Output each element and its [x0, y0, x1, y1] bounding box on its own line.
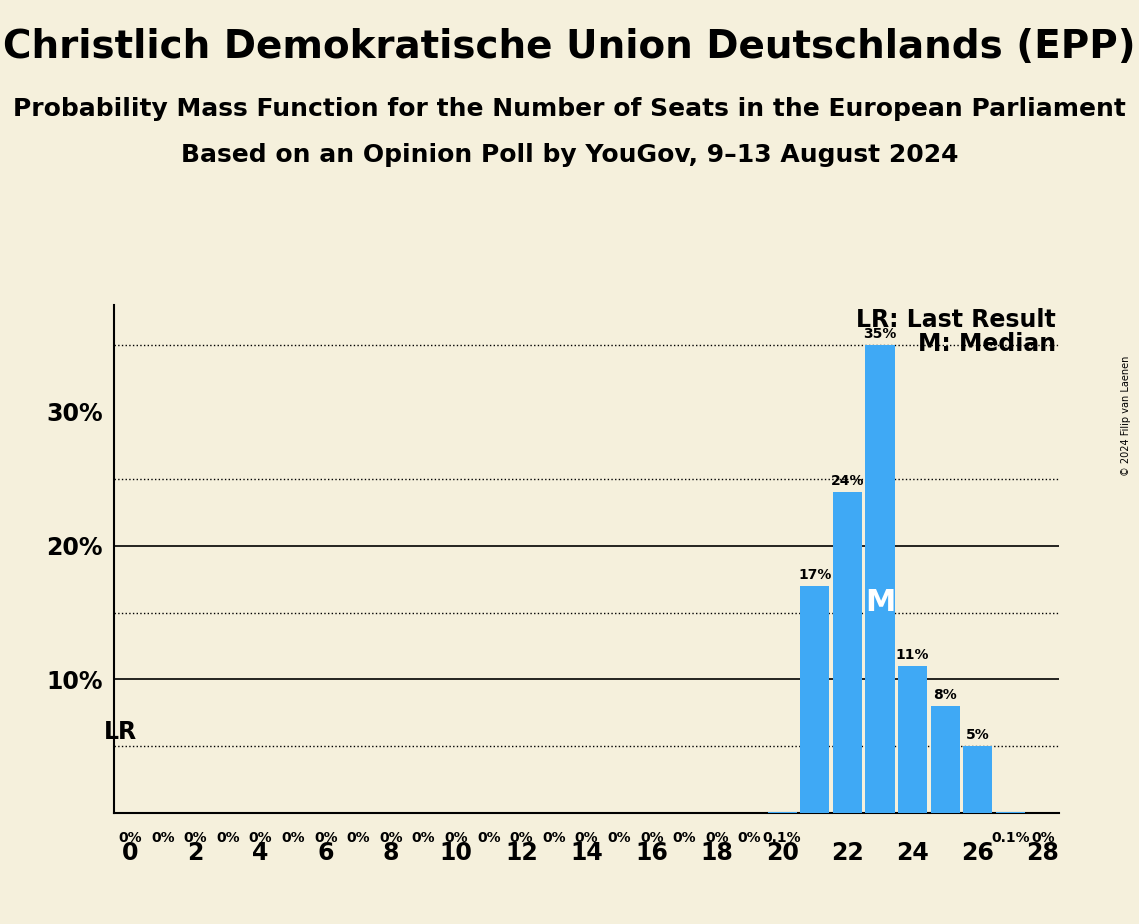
Text: 0%: 0%	[281, 831, 305, 845]
Text: 5%: 5%	[966, 728, 990, 742]
Text: 0%: 0%	[216, 831, 240, 845]
Text: M: Median: M: Median	[918, 332, 1056, 356]
Text: 0%: 0%	[379, 831, 403, 845]
Bar	[964, 747, 992, 813]
Text: 0%: 0%	[477, 831, 501, 845]
Text: 0%: 0%	[705, 831, 729, 845]
Text: Christlich Demokratische Union Deutschlands (EPP): Christlich Demokratische Union Deutschla…	[3, 28, 1136, 66]
Text: 0%: 0%	[346, 831, 370, 845]
Bar	[768, 812, 797, 813]
Text: 0%: 0%	[151, 831, 174, 845]
Text: 11%: 11%	[896, 648, 929, 662]
Text: LR: Last Result: LR: Last Result	[857, 308, 1056, 332]
Text: 0.1%: 0.1%	[991, 831, 1030, 845]
Text: 0%: 0%	[672, 831, 696, 845]
Text: 24%: 24%	[830, 474, 865, 488]
Text: 0%: 0%	[444, 831, 468, 845]
Text: Based on an Opinion Poll by YouGov, 9–13 August 2024: Based on an Opinion Poll by YouGov, 9–13…	[181, 143, 958, 167]
Bar	[931, 706, 960, 813]
Text: 0%: 0%	[607, 831, 631, 845]
Text: 0%: 0%	[118, 831, 142, 845]
Text: 0%: 0%	[1031, 831, 1055, 845]
Bar	[995, 812, 1025, 813]
Text: 0.1%: 0.1%	[763, 831, 802, 845]
Text: 0%: 0%	[248, 831, 272, 845]
Text: M: M	[865, 588, 895, 617]
Bar	[898, 666, 927, 813]
Text: Probability Mass Function for the Number of Seats in the European Parliament: Probability Mass Function for the Number…	[13, 97, 1126, 121]
Text: 0%: 0%	[509, 831, 533, 845]
Text: © 2024 Filip van Laenen: © 2024 Filip van Laenen	[1121, 356, 1131, 476]
Text: 0%: 0%	[412, 831, 435, 845]
Bar	[800, 586, 829, 813]
Text: 8%: 8%	[933, 688, 957, 702]
Text: 0%: 0%	[183, 831, 207, 845]
Text: 0%: 0%	[738, 831, 761, 845]
Text: 0%: 0%	[640, 831, 664, 845]
Bar	[866, 345, 894, 813]
Text: 35%: 35%	[863, 327, 896, 341]
Text: 0%: 0%	[542, 831, 566, 845]
Bar	[833, 492, 862, 813]
Text: LR: LR	[104, 720, 137, 744]
Text: 0%: 0%	[314, 831, 337, 845]
Text: 0%: 0%	[575, 831, 598, 845]
Text: 17%: 17%	[798, 567, 831, 582]
